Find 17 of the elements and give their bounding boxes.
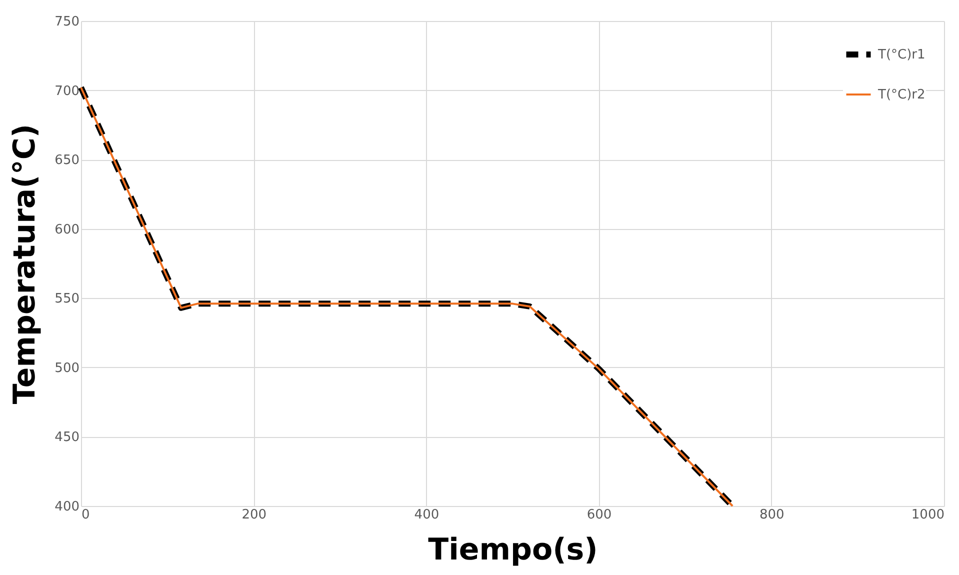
y-tick-label: 700 [54, 84, 80, 99]
y-tick-label: 750 [54, 14, 80, 30]
x-tick-label: 1000 [911, 508, 944, 522]
y-axis-title: Temperatura(°C) [8, 124, 43, 404]
x-axis-title: Tiempo(s) [428, 532, 598, 568]
y-tick-label: 500 [54, 360, 80, 376]
x-tick-label: 600 [586, 508, 612, 522]
y-tick-label: 550 [54, 292, 80, 307]
x-tick-label: 800 [759, 508, 784, 522]
legend-label: T(°C)r2 [877, 88, 926, 102]
legend-label: T(°C)r1 [877, 48, 926, 62]
y-tick-label: 600 [54, 222, 80, 238]
y-tick-label: 650 [54, 153, 80, 168]
x-tick-label: 400 [414, 508, 440, 522]
x-tick-label: 200 [242, 508, 267, 522]
x-tick-label: 0 [82, 508, 90, 522]
y-tick-label: 450 [54, 430, 80, 446]
